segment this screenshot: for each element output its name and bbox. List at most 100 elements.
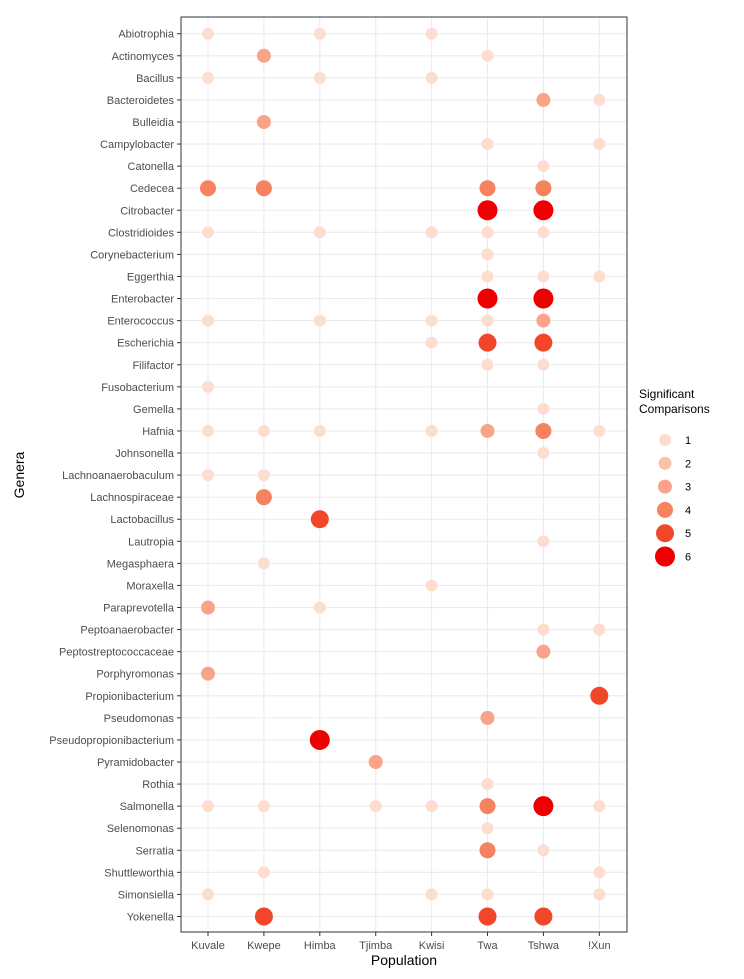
data-point [537, 844, 550, 857]
y-tick-label: Catonella [128, 161, 175, 173]
data-point [481, 314, 494, 327]
y-tick-label: Cedecea [130, 183, 175, 195]
data-point [425, 226, 438, 239]
legend-key [657, 501, 673, 518]
x-tick-label: Twa [477, 940, 498, 952]
data-point [593, 270, 606, 283]
y-tick-label: Escherichia [117, 338, 175, 350]
data-point [257, 469, 270, 482]
data-point [481, 248, 494, 261]
y-tick-label: Citrobacter [120, 205, 174, 217]
data-point [313, 226, 326, 239]
y-tick-label: Corynebacterium [90, 249, 174, 261]
data-point [425, 579, 438, 592]
legend-label: 3 [685, 482, 691, 494]
data-point [479, 842, 496, 859]
data-point [313, 601, 326, 614]
data-point [425, 27, 438, 40]
data-point [256, 114, 271, 129]
data-point [257, 800, 270, 813]
y-tick-label: Moraxella [126, 580, 175, 592]
panel-border [180, 16, 628, 933]
y-tick-label: Lactobacillus [110, 514, 174, 526]
legend-label: 6 [685, 552, 691, 564]
y-tick-label: Lachnospiraceae [90, 492, 174, 504]
data-point [537, 160, 550, 173]
y-tick-label: Abiotrophia [118, 29, 175, 41]
y-tick-label: Eggerthia [127, 271, 175, 283]
data-point [202, 71, 214, 84]
legend-label: 1 [685, 435, 691, 447]
x-tick-label: Kwisi [419, 940, 445, 952]
legend-label: 2 [685, 458, 691, 470]
legend-key [656, 524, 674, 543]
data-point [478, 907, 497, 926]
data-point [481, 270, 494, 283]
data-point [479, 798, 496, 815]
data-point [534, 907, 553, 926]
data-point [536, 644, 551, 659]
data-point [202, 314, 214, 327]
data-point [533, 200, 554, 221]
data-point [477, 288, 498, 309]
y-tick-label: Peptostreptococcaceae [59, 647, 174, 659]
y-tick-label: Salmonella [120, 801, 175, 813]
data-point [202, 27, 214, 40]
y-tick-label: Serratia [135, 845, 174, 857]
data-point [257, 424, 270, 437]
data-point [425, 424, 438, 437]
y-tick-label: Simonsiella [118, 889, 175, 901]
data-point [425, 314, 438, 327]
data-point [254, 907, 273, 926]
y-tick-label: Bacillus [136, 73, 174, 85]
x-tick-label: Kwepe [247, 940, 281, 952]
y-tick-label: Enterobacter [111, 294, 174, 306]
x-axis-ticks: Kuvale Kwepe Himba Tjimba Kwisi Twa Tshwa !Xun [191, 932, 611, 952]
data-point [533, 796, 554, 817]
legend-key [655, 546, 675, 567]
data-point [593, 800, 606, 813]
y-tick-label: Gemella [133, 404, 175, 416]
data-point [536, 92, 551, 107]
data-point [534, 333, 553, 352]
y-tick-label: Yokenella [127, 912, 175, 924]
data-point [481, 138, 494, 151]
data-point [535, 180, 552, 197]
y-tick-label: Paraprevotella [103, 603, 175, 615]
data-point [202, 226, 214, 239]
y-axis-ticks: Abiotrophia Actinomyces Bacillus Bacteroide… [49, 29, 181, 924]
data-point [202, 469, 214, 482]
data-point [593, 866, 606, 879]
data-point [481, 226, 494, 239]
x-tick-label: Tjimba [359, 940, 393, 952]
y-tick-label: Peptoanaerobacter [80, 625, 174, 637]
legend-label: 4 [685, 505, 691, 517]
y-tick-label: Hafnia [142, 426, 175, 438]
data-point [478, 333, 497, 352]
data-point [202, 888, 214, 901]
data-point [537, 447, 550, 460]
y-tick-label: Pseudomonas [104, 713, 175, 725]
data-point [593, 623, 606, 636]
data-point [479, 180, 496, 197]
data-points [200, 27, 609, 926]
panel-background [181, 17, 627, 932]
data-point [425, 71, 438, 84]
legend-label: 5 [685, 528, 691, 540]
data-point [481, 358, 494, 371]
data-point [200, 180, 216, 197]
legend-key [658, 456, 672, 470]
y-tick-label: Bulleidia [132, 117, 174, 129]
data-point [593, 138, 606, 151]
data-point [313, 27, 326, 40]
data-point [310, 510, 329, 529]
data-point [593, 888, 606, 901]
y-tick-label: Rothia [142, 779, 175, 791]
data-point [481, 822, 494, 835]
data-point [201, 600, 215, 615]
data-point [202, 424, 214, 437]
legend-title: Significant Comparisons [639, 387, 710, 416]
data-point [425, 800, 438, 813]
data-point [369, 800, 382, 813]
